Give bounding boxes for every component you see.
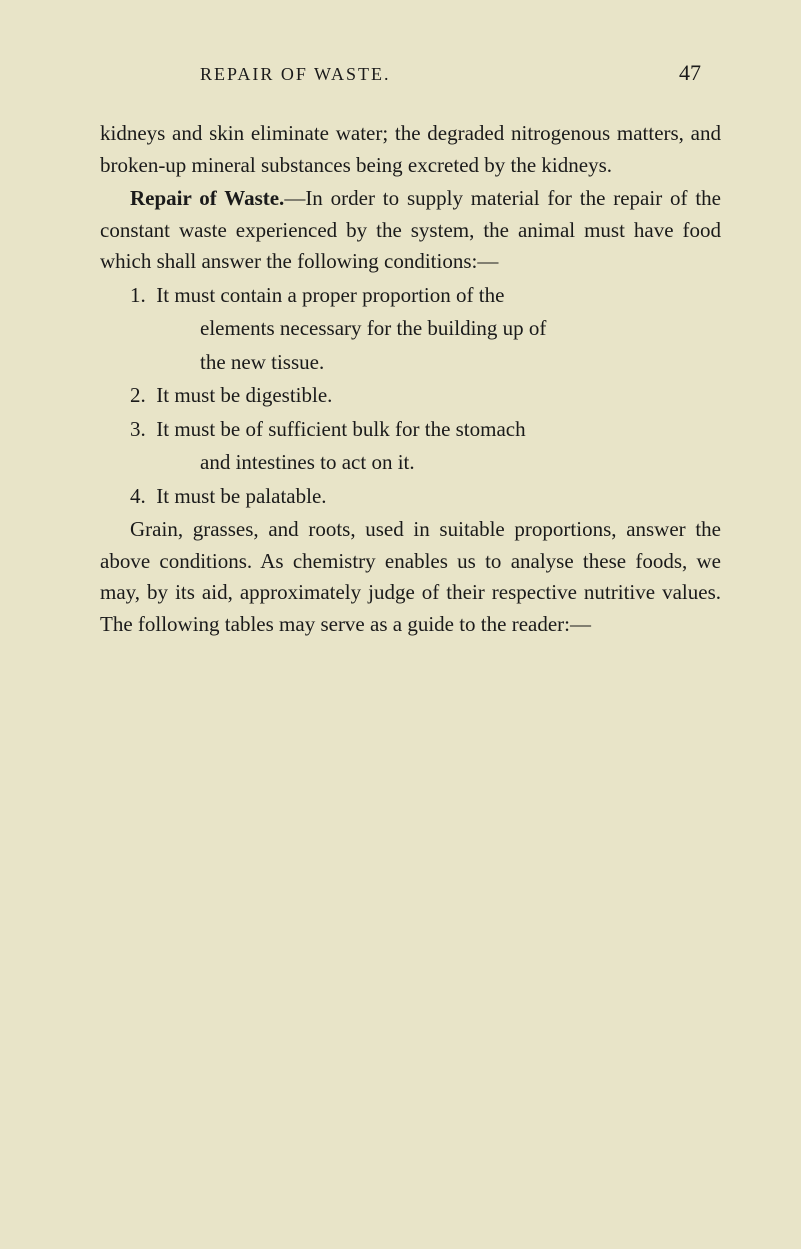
list-item-4-number: 4. [130, 484, 146, 508]
paragraph-1-text: kidneys and skin eliminate water; the de… [100, 121, 721, 177]
list-item-4-text: It must be palatable. [156, 484, 326, 508]
list-item-1: 1. It must contain a proper proportion o… [100, 280, 721, 312]
list-item-1-number: 1. [130, 283, 146, 307]
paragraph-2: Repair of Waste.—In order to supply mate… [100, 183, 721, 278]
paragraph-3: Grain, grasses, and roots, used in suita… [100, 514, 721, 640]
paragraph-3-text: Grain, grasses, and roots, used in suita… [100, 517, 721, 636]
page-content: kidneys and skin eliminate water; the de… [100, 118, 721, 640]
list-item-1-cont2: the new tissue. [100, 347, 721, 379]
list-item-3-number: 3. [130, 417, 146, 441]
list-item-2-number: 2. [130, 383, 146, 407]
list-item-1-text: It must contain a proper proportion of t… [156, 283, 504, 307]
header-title: REPAIR OF WASTE. [200, 64, 391, 85]
list-item-3-text: It must be of sufficient bulk for the st… [156, 417, 525, 441]
list-item-1-cont1: elements necessary for the building up o… [100, 313, 721, 345]
list-item-3-cont1: and intestines to act on it. [100, 447, 721, 479]
page-number: 47 [679, 60, 701, 86]
paragraph-2-heading: Repair of Waste. [130, 186, 284, 210]
paragraph-1: kidneys and skin eliminate water; the de… [100, 118, 721, 181]
page-header: REPAIR OF WASTE. 47 [100, 60, 721, 86]
list-item-4: 4. It must be palatable. [100, 481, 721, 513]
list-item-2-text: It must be digestible. [156, 383, 332, 407]
list-item-2: 2. It must be digestible. [100, 380, 721, 412]
list-item-3: 3. It must be of sufficient bulk for the… [100, 414, 721, 446]
